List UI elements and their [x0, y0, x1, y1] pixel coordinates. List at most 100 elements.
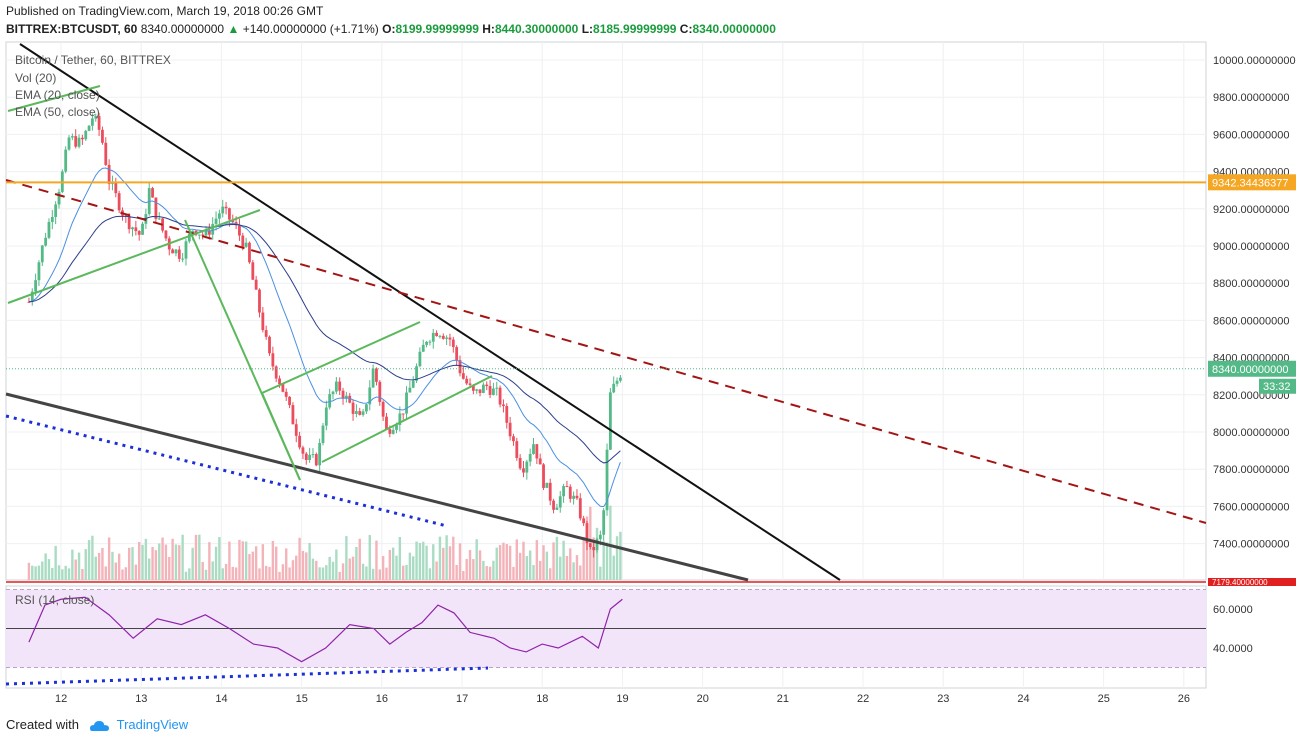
resistance-level-label: 9342.34436377	[1212, 177, 1288, 189]
candle-body	[438, 335, 442, 337]
volume-bar	[54, 545, 57, 580]
volume-bar	[528, 550, 532, 580]
volume-bar	[64, 565, 67, 580]
volume-bar	[318, 567, 321, 580]
candle-body	[304, 453, 308, 461]
candle-body	[80, 137, 84, 140]
volume-bar	[358, 538, 361, 580]
candle-body	[107, 164, 111, 184]
candle-body	[201, 234, 205, 236]
candle-body	[435, 332, 439, 337]
legend-vol: Vol (20)	[15, 71, 57, 85]
candle-body	[602, 510, 606, 535]
volume-bar	[238, 539, 241, 580]
volume-bar	[281, 564, 285, 580]
candle-body	[512, 436, 515, 442]
volume-bar	[425, 545, 428, 580]
volume-bar	[435, 561, 438, 580]
candle-body	[505, 406, 509, 423]
candle-body	[321, 425, 325, 444]
volume-bar	[271, 540, 275, 580]
date-tick-label: 19	[616, 693, 628, 705]
price-tick-label: 9200.00000000	[1213, 204, 1289, 216]
volume-bar	[355, 547, 358, 580]
candle-body	[351, 402, 355, 414]
volume-bar	[204, 569, 208, 580]
volume-bar	[291, 560, 295, 580]
footer-brand[interactable]: TradingView	[116, 717, 189, 732]
volume-bar	[331, 561, 335, 580]
volume-bar	[305, 552, 308, 580]
candle-body	[171, 249, 175, 254]
rsi-line	[28, 596, 623, 663]
volume-bar	[191, 547, 194, 580]
volume-bar	[107, 537, 111, 580]
volume-bar	[535, 540, 539, 580]
volume-bar	[579, 565, 582, 580]
high-value: 8440.30000000	[494, 22, 579, 36]
candle-body	[174, 249, 178, 254]
volume-bar	[518, 552, 522, 580]
volume-bar	[465, 558, 468, 580]
volume-bar	[395, 555, 398, 580]
low-level-label: 7179.40000000	[1212, 578, 1268, 587]
volume-bar	[298, 537, 301, 580]
candle-body	[318, 443, 322, 466]
date-tick-label: 25	[1098, 693, 1110, 705]
volume-bar	[34, 566, 37, 580]
volume-bar	[542, 545, 545, 580]
candle-body	[50, 216, 54, 222]
candle-body	[57, 191, 61, 205]
volume-bar	[71, 549, 74, 580]
volume-bar	[148, 558, 151, 580]
candle-body	[137, 231, 141, 235]
volume-bar	[488, 566, 492, 580]
volume-bar	[67, 568, 71, 580]
volume-bar	[415, 541, 418, 580]
volume-bar	[348, 558, 351, 580]
candle-body	[314, 454, 318, 466]
candle-body	[508, 422, 512, 437]
candle-body	[258, 289, 261, 313]
candle-body	[34, 280, 38, 292]
ohlc-line: BITTREX:BTCUSDT, 60 8340.00000000 ▲ +140…	[6, 22, 776, 36]
volume-bar	[592, 537, 595, 580]
legend-rsi: RSI (14, close)	[15, 593, 95, 607]
date-tick-label: 26	[1178, 693, 1190, 705]
green-channel-line	[7, 209, 261, 304]
candle-body	[492, 388, 495, 395]
volume-bar	[254, 546, 258, 580]
countdown-label: 33:32	[1263, 381, 1291, 393]
volume-bar	[401, 565, 405, 580]
ema50-line	[28, 215, 621, 464]
price-tick-label: 7800.00000000	[1213, 464, 1289, 476]
date-tick-label: 14	[215, 693, 227, 705]
volume-bar	[295, 555, 298, 580]
candle-body	[254, 279, 258, 290]
symbol-label: BITTREX:BTCUSDT, 60	[6, 22, 138, 36]
resistance-level-tag	[1208, 174, 1296, 191]
volume-bar	[341, 563, 345, 580]
candle-body	[248, 242, 251, 263]
candle-body	[251, 262, 255, 280]
volume-bar	[462, 571, 465, 580]
footer: Created with TradingView	[6, 717, 188, 733]
candle-body	[448, 337, 452, 340]
candle-body	[274, 366, 278, 379]
volume-bar	[251, 551, 255, 580]
volume-bar	[351, 556, 355, 580]
candle-body	[204, 230, 208, 236]
candle-body	[355, 411, 358, 414]
candle-body	[334, 381, 338, 392]
candle-body	[405, 392, 408, 414]
candle-body	[264, 330, 268, 337]
volume-bar	[151, 546, 154, 580]
candle-body	[431, 332, 435, 342]
volume-bar	[455, 564, 458, 580]
volume-bar	[27, 562, 31, 580]
candle-body	[488, 386, 492, 395]
candle-body	[465, 378, 469, 384]
candle-body	[548, 482, 552, 501]
ema20-line	[28, 167, 621, 508]
